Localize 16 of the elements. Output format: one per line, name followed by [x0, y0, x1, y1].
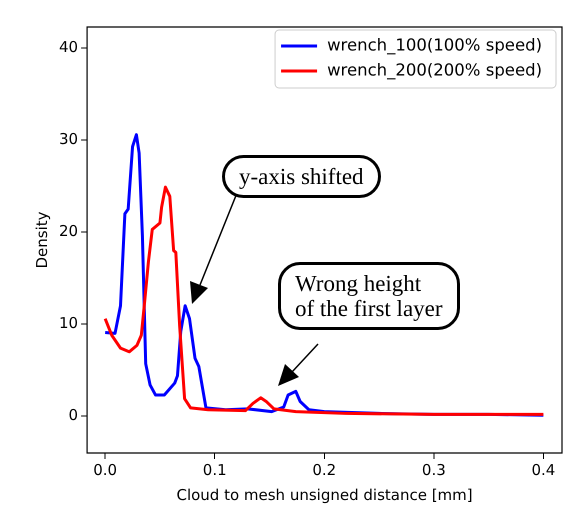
y-tick-label: 40	[58, 38, 78, 56]
y-axis-title: Density	[32, 211, 51, 269]
x-tick-label: 0.4	[531, 460, 556, 479]
y-tick-label: 30	[58, 130, 78, 148]
x-tick-label: 0.2	[312, 460, 336, 479]
legend-label: wrench_200(200% speed)	[327, 60, 542, 80]
annotation: Wrong height of the first layer	[278, 262, 460, 330]
y-tick-label: 20	[58, 222, 78, 240]
annotation: y-axis shifted	[222, 155, 381, 198]
y-tick-label: 10	[58, 314, 78, 332]
x-axis-title: Cloud to mesh unsigned distance [mm]	[176, 486, 473, 504]
y-tick-label: 0	[68, 406, 78, 424]
x-tick-label: 0.0	[93, 460, 118, 479]
x-tick-label: 0.1	[202, 460, 227, 479]
legend-label: wrench_100(100% speed)	[327, 35, 542, 54]
x-tick-label: 0.3	[422, 460, 446, 479]
